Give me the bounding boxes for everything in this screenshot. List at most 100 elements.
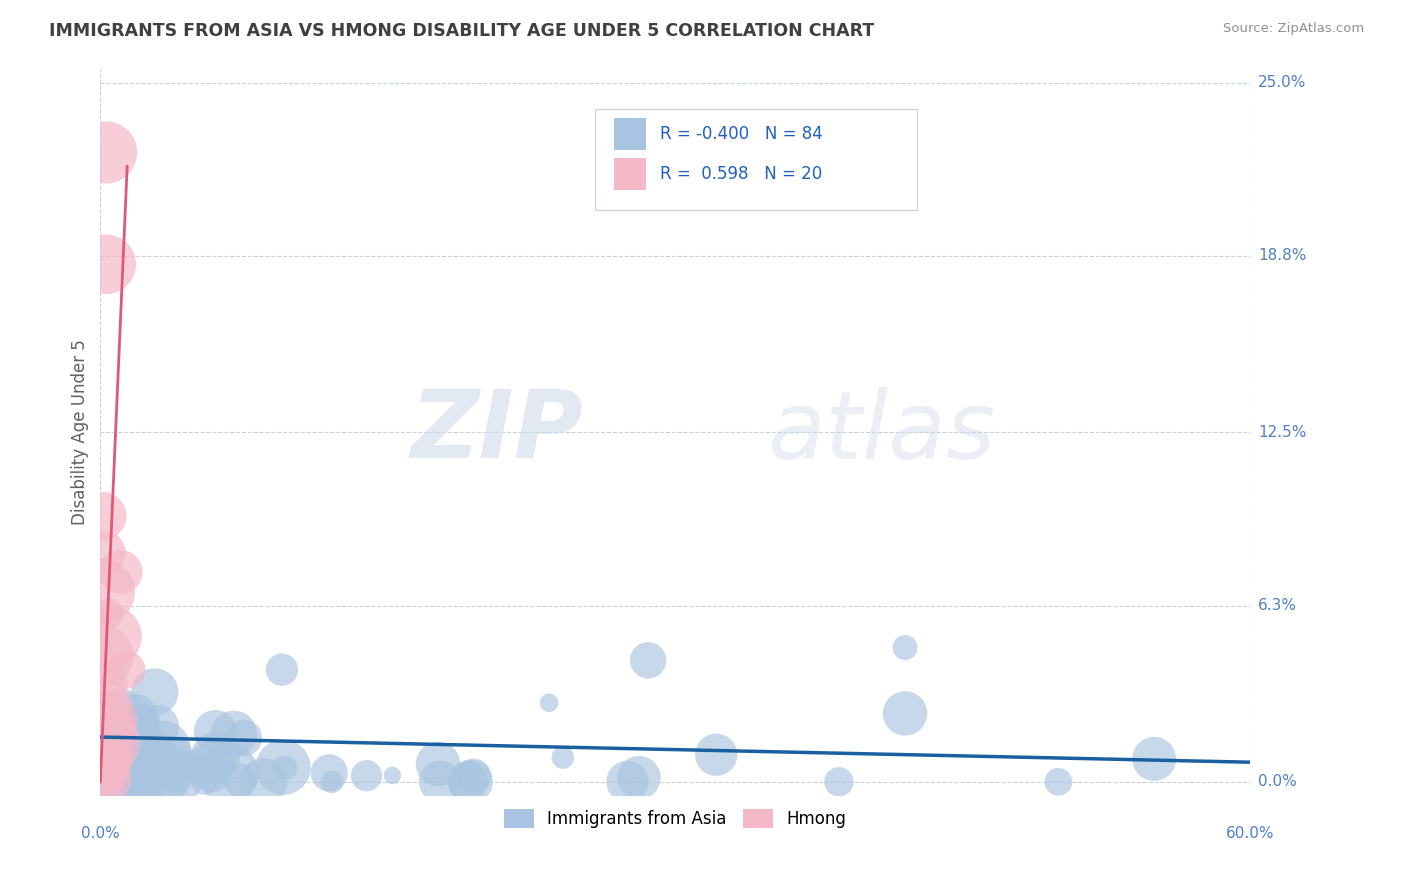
Point <box>131 714 153 729</box>
Point <box>166 774 188 789</box>
Point <box>253 774 276 789</box>
Point <box>94 677 117 691</box>
Point <box>110 565 132 579</box>
Point <box>204 724 226 739</box>
Point <box>463 769 485 783</box>
Point <box>111 701 134 715</box>
Point <box>142 749 165 764</box>
Point <box>105 771 128 785</box>
Point <box>96 257 118 271</box>
Point <box>162 748 184 763</box>
Point <box>274 761 297 775</box>
Point <box>460 774 482 789</box>
Point <box>146 720 169 734</box>
Point <box>229 772 252 787</box>
Point <box>222 727 245 741</box>
Point <box>93 756 115 771</box>
Point <box>93 771 115 785</box>
Point <box>112 722 135 736</box>
Point <box>118 738 141 752</box>
Point <box>894 706 917 721</box>
Point <box>100 629 122 643</box>
Text: ZIP: ZIP <box>411 386 583 478</box>
Point <box>100 763 122 777</box>
Point <box>150 742 173 756</box>
Point <box>321 774 343 789</box>
Point <box>91 509 114 524</box>
Point <box>233 731 256 745</box>
Bar <box>614 158 647 190</box>
Point <box>135 746 157 760</box>
Text: 12.5%: 12.5% <box>1258 425 1306 440</box>
Point <box>616 774 638 789</box>
Point <box>167 774 190 789</box>
Point <box>457 774 479 789</box>
Point <box>97 762 120 776</box>
Point <box>429 774 451 789</box>
Point <box>96 145 118 160</box>
Point <box>1143 752 1166 766</box>
Point <box>156 770 179 784</box>
Point <box>91 747 114 761</box>
Text: 25.0%: 25.0% <box>1258 75 1306 90</box>
Point <box>114 774 136 789</box>
Point <box>131 714 153 729</box>
Y-axis label: Disability Age Under 5: Disability Age Under 5 <box>72 339 89 525</box>
Point <box>204 749 226 764</box>
Point <box>143 685 166 699</box>
Point <box>96 721 118 735</box>
Text: Source: ZipAtlas.com: Source: ZipAtlas.com <box>1223 22 1364 36</box>
Point <box>218 767 240 781</box>
Point <box>96 607 118 621</box>
Point <box>637 653 659 667</box>
Point <box>118 774 141 789</box>
Point <box>200 764 222 779</box>
Point <box>318 765 340 780</box>
Point <box>1047 774 1070 789</box>
Text: atlas: atlas <box>768 386 995 477</box>
Point <box>704 747 727 762</box>
Point <box>104 714 127 728</box>
Bar <box>614 118 647 151</box>
Point <box>93 772 115 786</box>
Point <box>89 720 111 734</box>
Point <box>125 739 148 753</box>
Point <box>381 768 404 782</box>
Point <box>91 584 114 599</box>
Point <box>184 751 207 765</box>
Point <box>271 663 294 677</box>
Point <box>94 761 117 775</box>
Point <box>122 712 145 726</box>
Point <box>120 772 142 786</box>
Point <box>136 772 159 786</box>
Point <box>90 774 112 789</box>
Point <box>91 766 114 780</box>
Point <box>180 756 202 771</box>
Text: IMMIGRANTS FROM ASIA VS HMONG DISABILITY AGE UNDER 5 CORRELATION CHART: IMMIGRANTS FROM ASIA VS HMONG DISABILITY… <box>49 22 875 40</box>
Point <box>93 697 115 711</box>
Point <box>538 696 561 710</box>
Point <box>201 756 224 770</box>
Point <box>122 747 145 762</box>
Point <box>894 640 917 655</box>
Point <box>93 724 115 739</box>
Point <box>125 734 148 748</box>
Point <box>111 750 134 764</box>
Text: R =  0.598   N = 20: R = 0.598 N = 20 <box>661 165 823 183</box>
Text: R = -0.400   N = 84: R = -0.400 N = 84 <box>661 125 823 143</box>
Text: 18.8%: 18.8% <box>1258 249 1306 263</box>
Point <box>120 720 142 734</box>
Text: 60.0%: 60.0% <box>1226 826 1274 841</box>
Text: 0.0%: 0.0% <box>82 826 120 841</box>
Point <box>104 752 127 766</box>
Point <box>129 726 152 740</box>
Point <box>117 744 139 758</box>
Point <box>828 774 851 789</box>
Point <box>187 763 209 777</box>
Point <box>172 760 194 774</box>
Point <box>115 663 138 677</box>
Point <box>127 765 149 780</box>
Point <box>97 713 120 727</box>
Point <box>101 742 124 756</box>
Point <box>121 739 143 754</box>
